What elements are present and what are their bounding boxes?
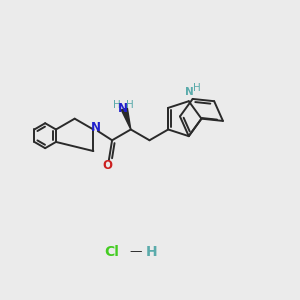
Text: N: N bbox=[118, 102, 128, 115]
Text: Cl: Cl bbox=[104, 245, 119, 259]
Text: O: O bbox=[102, 159, 112, 172]
Text: —: — bbox=[130, 245, 142, 258]
Text: H: H bbox=[193, 83, 200, 94]
Text: H: H bbox=[146, 245, 158, 259]
Text: H: H bbox=[126, 100, 134, 110]
Text: N: N bbox=[91, 121, 101, 134]
Text: N: N bbox=[185, 87, 194, 97]
Text: H: H bbox=[112, 100, 120, 110]
Polygon shape bbox=[121, 108, 131, 130]
